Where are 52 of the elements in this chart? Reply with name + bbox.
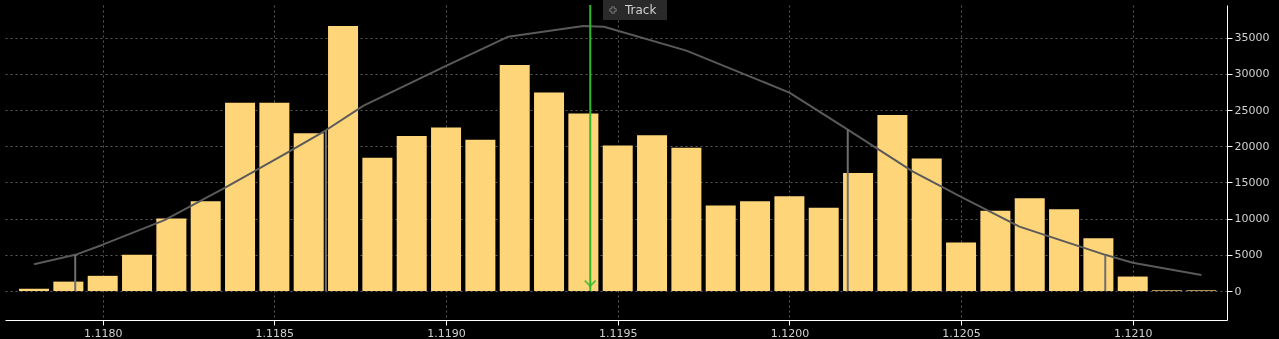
bar xyxy=(671,147,702,292)
bar xyxy=(843,173,874,292)
bar xyxy=(1014,198,1045,292)
x-tick-label: 1.1190 xyxy=(427,326,466,339)
bar xyxy=(911,158,942,292)
bar xyxy=(808,207,839,292)
bar xyxy=(396,136,427,292)
bar xyxy=(362,157,393,292)
bar xyxy=(225,102,256,292)
bar xyxy=(1083,238,1114,292)
bar xyxy=(1117,276,1148,292)
bar xyxy=(534,92,565,292)
y-tick-label: 0 xyxy=(1234,284,1242,298)
bar xyxy=(293,133,324,292)
bar xyxy=(846,129,849,292)
bar xyxy=(705,205,736,292)
x-tick-label: 1.1210 xyxy=(1113,326,1153,339)
bar xyxy=(774,196,805,292)
bar xyxy=(431,127,462,292)
x-tick-label: 1.1185 xyxy=(255,326,295,339)
y-tick-label: 30000 xyxy=(1234,67,1270,81)
bar xyxy=(980,210,1011,292)
bar xyxy=(19,288,50,292)
bar xyxy=(259,102,290,292)
bar xyxy=(190,201,221,292)
y-tick-label: 10000 xyxy=(1234,212,1270,226)
bar xyxy=(499,65,530,292)
bar xyxy=(328,26,359,292)
bar xyxy=(87,275,118,292)
x-tick-label: 1.1205 xyxy=(942,326,981,339)
bar xyxy=(74,254,77,292)
bar xyxy=(637,135,668,292)
y-tick-label: 25000 xyxy=(1234,103,1270,117)
bar xyxy=(1104,254,1107,292)
x-tick-label: 1.1195 xyxy=(598,326,638,339)
bar xyxy=(324,130,327,292)
x-tick-label: 1.1180 xyxy=(83,326,123,339)
y-tick-label: 15000 xyxy=(1234,175,1270,189)
bar xyxy=(740,201,771,292)
y-tick-label: 20000 xyxy=(1234,139,1270,153)
bar xyxy=(877,115,908,292)
x-tick-label: 1.1200 xyxy=(770,326,810,339)
bar xyxy=(465,139,496,292)
bar xyxy=(1049,209,1080,292)
y-tick-label: 5000 xyxy=(1234,248,1263,262)
bar xyxy=(946,242,977,292)
bar xyxy=(568,113,599,292)
bar xyxy=(156,218,187,292)
annotation: Track xyxy=(624,3,657,17)
y-tick-label: 35000 xyxy=(1234,31,1270,45)
bar xyxy=(122,254,153,292)
bar xyxy=(602,145,633,292)
